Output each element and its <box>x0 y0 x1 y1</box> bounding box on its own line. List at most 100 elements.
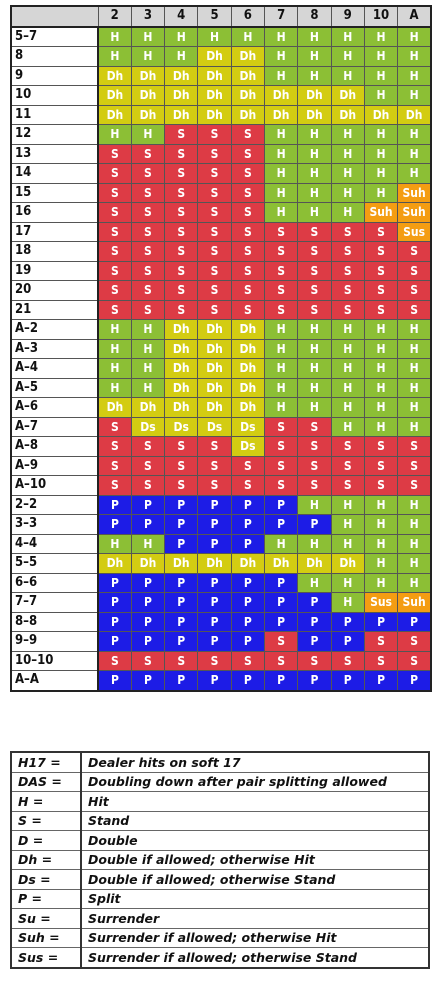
action-cell: Dh <box>164 377 199 398</box>
action-cell: Dh <box>297 553 332 574</box>
action-cell: Dh <box>164 397 199 418</box>
player-hand-label: 14 <box>10 163 99 184</box>
action-cell: S <box>263 299 299 320</box>
action-cell: H <box>363 65 399 86</box>
action-cell: S <box>230 182 265 203</box>
action-cell: H <box>363 397 399 418</box>
action-cell: S <box>397 299 432 320</box>
action-cell: Dh <box>230 338 265 359</box>
dealer-card-header: 9 <box>330 5 365 28</box>
action-cell: H <box>263 397 299 418</box>
action-cell: S <box>397 260 432 281</box>
legend-row: Dh = Double if allowed; otherwise Hit <box>10 849 430 870</box>
action-cell: H <box>297 338 332 359</box>
table-row: 10 Dh Dh Dh Dh Dh Dh Dh Dh H H <box>10 85 432 106</box>
action-cell: P <box>164 494 199 515</box>
dealer-header: 2 3 4 5 6 7 8 9 10 A <box>10 5 432 28</box>
action-cell: H <box>97 26 132 47</box>
action-cell: P <box>263 514 299 535</box>
table-row: 20 S S S S S S S S S S <box>10 280 432 301</box>
player-hand-label: A–2 <box>10 319 99 340</box>
action-cell: S <box>130 143 166 164</box>
action-cell: P <box>297 592 332 613</box>
player-hand-label: 12 <box>10 124 99 145</box>
action-cell: H <box>397 338 432 359</box>
player-hand-label: A–9 <box>10 455 99 476</box>
action-cell: H <box>297 143 332 164</box>
action-cell: Dh <box>197 46 232 67</box>
action-cell: S <box>397 631 432 652</box>
player-hand-label: A–A <box>10 670 99 691</box>
action-cell: H <box>363 553 399 574</box>
action-cell: S <box>130 163 166 184</box>
player-hand-label: 16 <box>10 202 99 223</box>
player-hand-label: 21 <box>10 299 99 320</box>
action-cell: H <box>297 397 332 418</box>
dealer-card-header: 3 <box>130 5 166 28</box>
legend-description: Stand <box>80 810 430 831</box>
action-cell: H <box>330 533 365 554</box>
action-cell: P <box>197 670 232 691</box>
action-cell: S <box>164 436 199 457</box>
player-hand-label: 5–5 <box>10 553 99 574</box>
action-cell: S <box>263 455 299 476</box>
action-cell: H <box>330 46 365 67</box>
table-row: 5–7 H H H H H H H H H H <box>10 26 432 47</box>
action-cell: H <box>297 572 332 593</box>
action-cell: H <box>330 592 365 613</box>
action-cell: H <box>297 377 332 398</box>
action-cell: S <box>164 299 199 320</box>
player-hand-label: A–8 <box>10 436 99 457</box>
action-cell: S <box>263 416 299 437</box>
action-cell: H <box>130 46 166 67</box>
action-cell: H <box>97 319 132 340</box>
action-cell: Dh <box>397 104 432 125</box>
action-cell: H <box>397 163 432 184</box>
action-cell: S <box>363 280 399 301</box>
action-cell: S <box>230 650 265 671</box>
action-cell: S <box>363 221 399 242</box>
action-cell: Ds <box>164 416 199 437</box>
table-row: 3–3 P P P P P P P H H H <box>10 514 432 535</box>
action-cell: H <box>330 26 365 47</box>
action-cell: P <box>263 592 299 613</box>
dealer-card-header: 5 <box>197 5 232 28</box>
action-cell: H <box>130 26 166 47</box>
action-cell: Dh <box>164 358 199 379</box>
action-cell: S <box>297 299 332 320</box>
action-cell: H <box>397 124 432 145</box>
action-cell: Dh <box>197 85 232 106</box>
action-cell: H <box>197 26 232 47</box>
action-cell: H <box>263 163 299 184</box>
table-row: 10–10 S S S S S S S S S S <box>10 650 432 671</box>
action-cell: S <box>164 221 199 242</box>
action-cell: H <box>363 533 399 554</box>
action-cell: H <box>397 46 432 67</box>
legend-key: Su = <box>10 908 82 929</box>
action-cell: S <box>97 455 132 476</box>
action-cell: S <box>397 280 432 301</box>
action-cell: H <box>130 533 166 554</box>
player-hand-label: 5–7 <box>10 26 99 47</box>
action-cell: Dh <box>230 46 265 67</box>
action-cell: S <box>230 475 265 496</box>
action-cell: S <box>230 455 265 476</box>
action-cell: S <box>97 280 132 301</box>
action-cell: H <box>397 143 432 164</box>
table-row: A–9 S S S S S S S S S S <box>10 455 432 476</box>
action-cell: Dh <box>164 85 199 106</box>
action-cell: P <box>164 533 199 554</box>
action-cell: Dh <box>297 104 332 125</box>
action-cell: S <box>130 475 166 496</box>
action-cell: Dh <box>97 104 132 125</box>
action-cell: H <box>363 494 399 515</box>
action-cell: H <box>397 397 432 418</box>
action-cell: H <box>263 46 299 67</box>
action-cell: S <box>297 455 332 476</box>
action-cell: S <box>263 631 299 652</box>
action-cell: Dh <box>97 85 132 106</box>
action-cell: S <box>197 650 232 671</box>
action-cell: Ds <box>197 416 232 437</box>
action-cell: Dh <box>263 104 299 125</box>
action-cell: H <box>263 202 299 223</box>
